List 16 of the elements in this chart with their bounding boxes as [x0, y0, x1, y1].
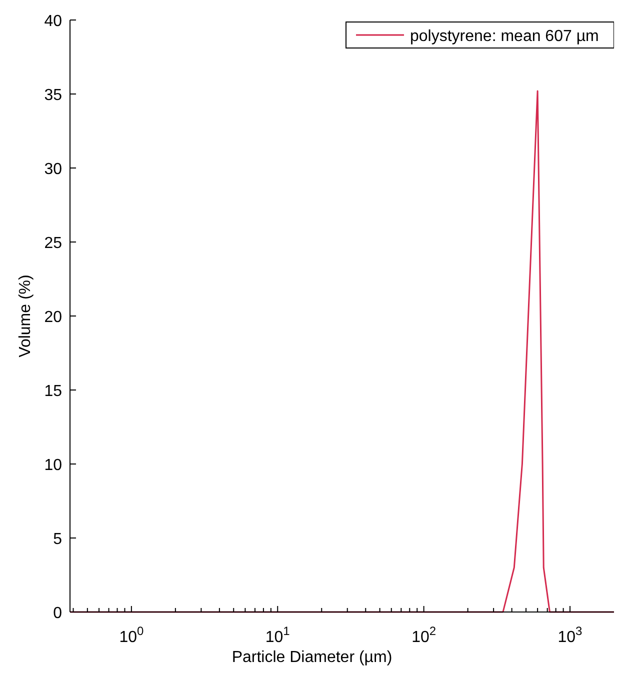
y-tick-label: 15	[44, 383, 62, 400]
x-tick-label: 10$^{1}$	[265, 624, 290, 646]
legend-label: polystyrene: mean 607 µm	[410, 28, 599, 45]
x-tick-label: 10$^{0}$	[119, 624, 144, 646]
y-tick-label: 5	[53, 531, 62, 548]
y-axis-title: Volume (%)	[17, 274, 34, 358]
y-tick-label: 30	[44, 161, 62, 178]
y-tick-label: 20	[44, 309, 62, 326]
y-tick-label: 10	[44, 457, 62, 474]
x-tick-label: 10$^{3}$	[558, 624, 583, 646]
x-tick-label: 10$^{2}$	[412, 624, 436, 646]
y-tick-label: 40	[44, 13, 62, 30]
y-tick-label: 25	[44, 235, 62, 252]
y-tick-label: 35	[44, 87, 62, 104]
x-axis-title: Particle Diameter (µm)	[232, 649, 392, 666]
y-tick-label: 0	[53, 605, 62, 622]
